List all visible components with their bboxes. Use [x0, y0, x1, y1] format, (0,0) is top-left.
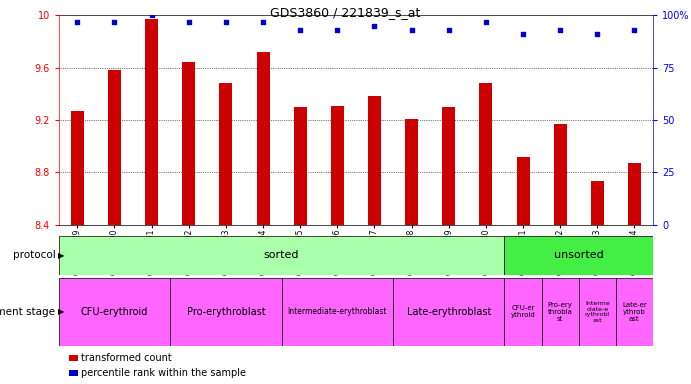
- Text: CFU-erythroid: CFU-erythroid: [81, 307, 148, 317]
- Bar: [542, 278, 578, 346]
- Text: unsorted: unsorted: [554, 250, 603, 260]
- Point: [109, 18, 120, 25]
- Text: protocol: protocol: [12, 250, 55, 260]
- Text: development stage: development stage: [0, 307, 55, 317]
- Text: Late-erythroblast: Late-erythroblast: [406, 307, 491, 317]
- Bar: [59, 278, 170, 346]
- Bar: [516, 157, 529, 225]
- Bar: [331, 106, 344, 225]
- Point: [294, 27, 305, 33]
- Point: [332, 27, 343, 33]
- Point: [72, 18, 83, 25]
- Bar: [480, 83, 493, 225]
- Bar: [578, 278, 616, 346]
- Bar: [219, 83, 232, 225]
- Text: CFU-er
ythroid: CFU-er ythroid: [511, 306, 536, 318]
- Point: [183, 18, 194, 25]
- Bar: [108, 70, 121, 225]
- Bar: [182, 63, 196, 225]
- Bar: [70, 111, 84, 225]
- Bar: [442, 107, 455, 225]
- Text: Intermediate-erythroblast: Intermediate-erythroblast: [287, 308, 387, 316]
- Bar: [256, 52, 269, 225]
- Text: transformed count: transformed count: [81, 353, 171, 363]
- Text: ▶: ▶: [58, 308, 64, 316]
- Point: [555, 27, 566, 33]
- Point: [406, 27, 417, 33]
- Text: GDS3860 / 221839_s_at: GDS3860 / 221839_s_at: [270, 6, 421, 19]
- Point: [480, 18, 491, 25]
- Bar: [170, 278, 281, 346]
- Point: [518, 31, 529, 37]
- Bar: [628, 163, 641, 225]
- Bar: [504, 278, 542, 346]
- Bar: [59, 236, 504, 275]
- Text: Pro-erythroblast: Pro-erythroblast: [187, 307, 265, 317]
- Bar: [294, 107, 307, 225]
- Bar: [281, 278, 393, 346]
- Point: [591, 31, 603, 37]
- Point: [258, 18, 269, 25]
- Text: ▶: ▶: [58, 251, 64, 260]
- Point: [220, 18, 231, 25]
- Text: Pro-ery
throbla
st: Pro-ery throbla st: [548, 302, 573, 322]
- Bar: [591, 182, 604, 225]
- Text: sorted: sorted: [264, 250, 299, 260]
- Text: percentile rank within the sample: percentile rank within the sample: [81, 368, 246, 378]
- Point: [146, 12, 157, 18]
- Bar: [405, 119, 418, 225]
- Point: [369, 23, 380, 29]
- Bar: [616, 278, 653, 346]
- Bar: [553, 124, 567, 225]
- Text: Late-er
ythrob
ast: Late-er ythrob ast: [622, 302, 647, 322]
- Point: [443, 27, 454, 33]
- Point: [629, 27, 640, 33]
- Bar: [393, 278, 504, 346]
- Bar: [504, 236, 653, 275]
- Bar: [145, 19, 158, 225]
- Bar: [368, 96, 381, 225]
- Text: Interme
diate-e
rythrobl
ast: Interme diate-e rythrobl ast: [585, 301, 609, 323]
